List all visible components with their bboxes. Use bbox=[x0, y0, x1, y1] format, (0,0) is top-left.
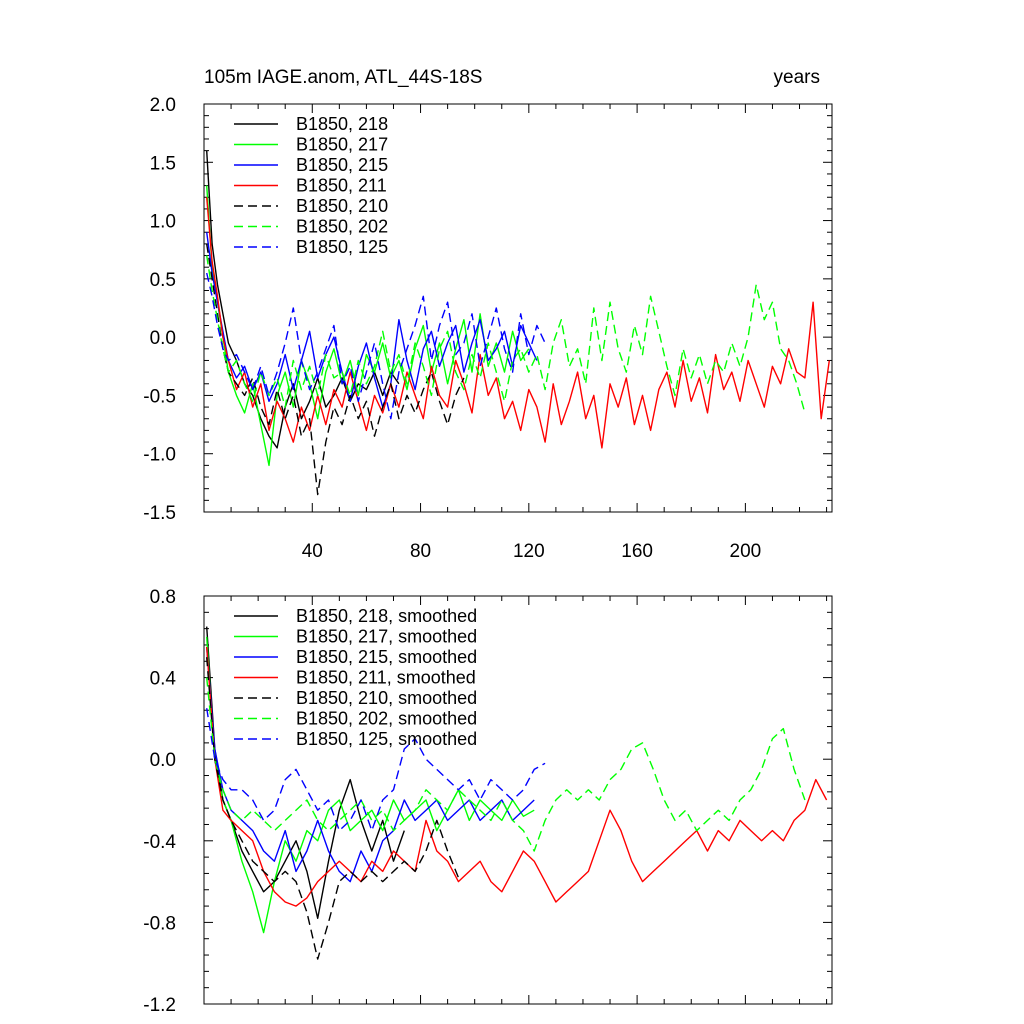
legend-label-2: B1850, 215, smoothed bbox=[296, 647, 477, 667]
y-tick-label: 0.4 bbox=[150, 669, 177, 690]
y-tick-label: 2.0 bbox=[150, 95, 176, 116]
y-tick-label: -0.4 bbox=[143, 832, 176, 853]
series-line-1 bbox=[206, 636, 535, 934]
series-line-5 bbox=[206, 255, 806, 414]
legend-label-4: B1850, 210 bbox=[296, 196, 388, 216]
legend-label-6: B1850, 125 bbox=[296, 237, 388, 257]
x-tick-label: 40 bbox=[302, 541, 323, 562]
legend-label-5: B1850, 202 bbox=[296, 217, 388, 237]
series-line-5 bbox=[206, 677, 806, 852]
top-chart-right-title: years bbox=[774, 67, 820, 88]
legend-label-3: B1850, 211, smoothed bbox=[296, 668, 476, 688]
bottom-ticks: 0.8 0.4 0.0 -0.4 -0.8 -1.2 bbox=[143, 587, 832, 1016]
bottom-plot-area bbox=[206, 626, 828, 960]
top-ticks: 2.0 1.5 1.0 0.5 0.0 -0.5 -1.0 -1.5 40 80 120 160 200 bbox=[143, 95, 832, 562]
y-tick-label: 0.5 bbox=[150, 270, 176, 291]
legend-label-5: B1850, 202, smoothed bbox=[296, 709, 477, 729]
y-tick-label: 1.0 bbox=[150, 212, 176, 233]
legend-label-2: B1850, 215 bbox=[296, 155, 388, 175]
y-tick-label: 0.8 bbox=[150, 587, 176, 608]
y-tick-label: 1.5 bbox=[150, 153, 176, 174]
series-line-4 bbox=[206, 243, 465, 496]
y-tick-label: -0.8 bbox=[143, 913, 176, 934]
top-plot-frame bbox=[203, 103, 833, 513]
top-chart-title: 105m IAGE.anom, ATL_44S-18S bbox=[204, 67, 482, 88]
series-line-3 bbox=[206, 197, 830, 449]
series-line-2 bbox=[206, 232, 538, 408]
series-line-3 bbox=[206, 646, 828, 907]
y-tick-label: -1.2 bbox=[143, 995, 176, 1016]
bottom-plot-frame bbox=[203, 595, 833, 1005]
y-tick-label: 0.0 bbox=[150, 750, 176, 771]
legend-label-1: B1850, 217 bbox=[296, 135, 388, 155]
legend-label-1: B1850, 217, smoothed bbox=[296, 627, 477, 647]
series-line-6 bbox=[206, 272, 546, 420]
top-plot-area bbox=[206, 150, 830, 496]
y-tick-label: -1.5 bbox=[143, 503, 176, 524]
series-line-1 bbox=[206, 185, 530, 467]
x-tick-label: 80 bbox=[410, 541, 431, 562]
legend-label-6: B1850, 125, smoothed bbox=[296, 729, 477, 749]
series-line-2 bbox=[206, 646, 535, 883]
legend-label-0: B1850, 218, smoothed bbox=[296, 606, 477, 626]
y-tick-label: 0.0 bbox=[150, 328, 176, 349]
legend-label-3: B1850, 211 bbox=[296, 176, 387, 196]
top-panel: 105m IAGE.anom, ATL_44S-18S years 2.0 1.5… bbox=[143, 67, 833, 562]
x-tick-label: 200 bbox=[730, 541, 762, 562]
x-tick-label: 120 bbox=[513, 541, 545, 562]
series-line-0 bbox=[206, 150, 400, 449]
series-line-4 bbox=[206, 657, 460, 960]
y-tick-label: -1.0 bbox=[143, 445, 176, 466]
y-tick-label: -0.5 bbox=[143, 386, 176, 407]
x-tick-label: 160 bbox=[621, 541, 653, 562]
series-line-6 bbox=[206, 708, 546, 832]
bottom-panel: 0.8 0.4 0.0 -0.4 -0.8 -1.2 B1850, 218, smooth… bbox=[143, 587, 833, 1016]
legend-label-4: B1850, 210, smoothed bbox=[296, 688, 477, 708]
legend-label-0: B1850, 218 bbox=[296, 114, 388, 134]
